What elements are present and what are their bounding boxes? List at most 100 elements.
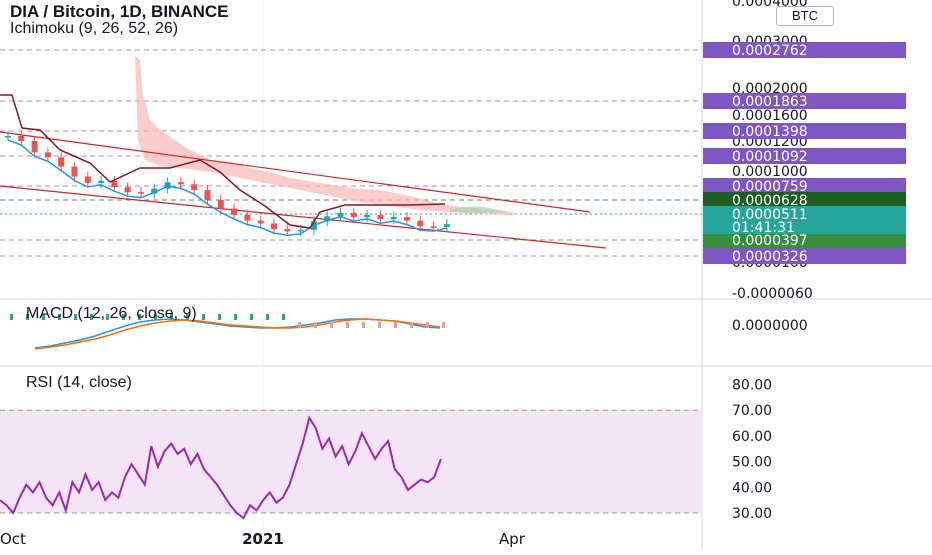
rsi-tick-label: 60.00: [732, 429, 772, 445]
candle-body: [257, 220, 264, 224]
rsi-tick-label: 30.00: [732, 506, 772, 522]
rsi-pane[interactable]: [0, 409, 702, 520]
macd-legend[interactable]: MACD (12, 26, close, 9): [26, 305, 197, 322]
candle-body: [217, 200, 224, 209]
price-tick-label: -0.0000060: [732, 286, 813, 302]
macd-histogram-bar: [442, 322, 445, 328]
channel-line-lower: [0, 185, 607, 249]
macd-histogram-bar: [154, 314, 157, 320]
macd-histogram-bar: [122, 314, 125, 320]
price-level-badge: [703, 192, 906, 208]
macd-histogram-bar: [202, 314, 205, 320]
ichimoku-legend[interactable]: Ichimoku (9, 26, 52, 26): [10, 20, 179, 37]
candle-body: [138, 192, 144, 194]
price-tick-label: 0.0004000: [732, 0, 808, 10]
price-level-label: 0.0001863: [732, 94, 808, 110]
candle-body: [58, 157, 65, 167]
macd-histogram-bar: [90, 314, 93, 320]
main-pane[interactable]: [0, 49, 702, 257]
time-axis[interactable]: Oct 2021 Apr: [0, 530, 526, 548]
price-level-label: 0.0000397: [732, 233, 808, 249]
channel-line-upper: [0, 131, 591, 213]
time-axis-label: Apr: [499, 530, 526, 548]
macd-histogram-bar: [234, 314, 237, 320]
price-level-badge: [703, 93, 906, 109]
signal-line: [34, 318, 441, 350]
price-level-label: 0.0000759: [732, 179, 808, 195]
macd-histogram-bar: [282, 314, 285, 320]
candle-body: [377, 214, 384, 220]
rsi-tick-label: 50.00: [732, 455, 772, 471]
macd-histogram-bar: [10, 314, 13, 320]
macd-histogram-bar: [250, 314, 253, 320]
candle-body: [417, 220, 424, 227]
candle-body: [71, 166, 78, 177]
macd-histogram-bar: [74, 314, 77, 320]
candle-body: [404, 217, 410, 221]
price-level-label: 0.0000628: [732, 193, 808, 209]
macd-histogram-bar: [266, 314, 269, 320]
candle-body: [390, 217, 397, 220]
macd-histogram-bar: [26, 314, 29, 320]
candle-body: [244, 214, 251, 221]
price-level-label: 0.0001398: [732, 124, 808, 140]
price-level-label: 0.0000326: [732, 249, 808, 265]
price-level-badge: [703, 232, 906, 248]
ichimoku-cloud-bull: [450, 206, 510, 213]
candle-body: [430, 226, 437, 228]
candle-body: [151, 188, 158, 194]
countdown-label: 01:41:31: [732, 220, 795, 236]
candle-body: [124, 187, 131, 193]
price-level-badge: [703, 148, 906, 164]
macd-histogram-bar: [426, 322, 429, 328]
macd-histogram-bar: [170, 314, 173, 320]
price-level-label: 0.0001092: [732, 149, 808, 165]
macd-histogram-bar: [346, 322, 349, 328]
macd-tick-label: 0.0000000: [732, 318, 808, 334]
macd-histogram-bar: [394, 322, 397, 328]
candle-body: [31, 140, 38, 153]
candle-body: [350, 212, 357, 218]
ichimoku-conversion-line: [7, 139, 448, 237]
candle-body: [44, 152, 51, 158]
price-level-badge: [703, 248, 906, 264]
macd-pane[interactable]: [10, 314, 445, 350]
macd-histogram-bar: [410, 322, 413, 328]
ichimoku-cloud-bear: [135, 55, 520, 215]
candle-body: [98, 180, 105, 183]
macd-histogram-bar: [186, 314, 189, 320]
candle-body: [324, 216, 331, 222]
currency-badge[interactable]: BTC: [776, 6, 834, 26]
candle-body: [271, 223, 277, 230]
rsi-tick-label: 80.00: [732, 378, 772, 394]
candle-body: [284, 229, 291, 232]
candle-body: [177, 182, 184, 185]
ichimoku-base-line: [0, 94, 446, 229]
macd-histogram-bar: [218, 314, 221, 320]
candle-body: [297, 229, 304, 232]
candle-body: [111, 180, 118, 188]
macd-histogram-bar: [314, 322, 317, 328]
candle-body: [337, 212, 344, 217]
candle-body: [18, 136, 25, 141]
rsi-legend[interactable]: RSI (14, close): [26, 374, 132, 391]
price-axis[interactable]: 0.00040000.00030000.00020000.00016000.00…: [703, 0, 906, 522]
time-axis-label: Oct: [0, 530, 26, 548]
chart-title: DIA / Bitcoin, 1D, BINANCE: [10, 2, 229, 21]
last-price-badge: [703, 206, 906, 234]
candle-body: [443, 224, 450, 228]
macd-histogram-bar: [106, 314, 109, 320]
macd-histogram-bar: [138, 314, 141, 320]
price-level-badge: [703, 178, 906, 194]
macd-histogram-bar: [42, 314, 45, 320]
rsi-tick-label: 40.00: [732, 480, 772, 496]
price-level-label: 0.0002762: [732, 43, 808, 59]
price-tick-label: 0.0001000: [732, 164, 808, 180]
macd-histogram-bar: [362, 322, 365, 328]
last-price-label: 0.0000511: [732, 207, 808, 223]
macd-histogram-bar: [58, 314, 61, 320]
candle-body: [231, 208, 238, 215]
time-axis-label: 2021: [242, 530, 284, 548]
